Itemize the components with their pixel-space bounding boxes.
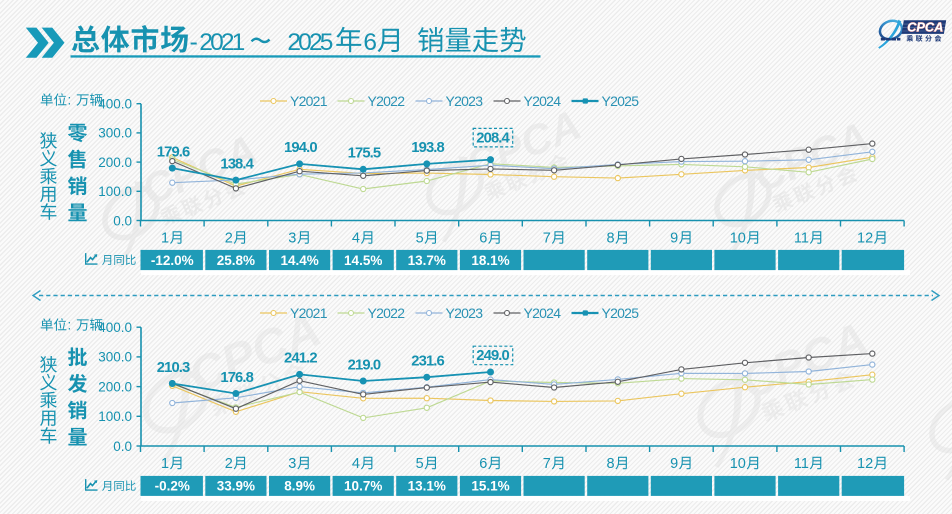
svg-text:1: 1 bbox=[161, 231, 169, 247]
svg-text::: : bbox=[68, 93, 72, 108]
svg-text:4: 4 bbox=[352, 456, 360, 472]
svg-text:175.5: 175.5 bbox=[348, 146, 382, 162]
svg-text:210.3: 210.3 bbox=[157, 360, 191, 376]
svg-text:7: 7 bbox=[543, 456, 551, 472]
svg-text:Y2022: Y2022 bbox=[368, 93, 406, 109]
svg-text:5: 5 bbox=[416, 231, 424, 247]
svg-text:8.9%: 8.9% bbox=[284, 479, 315, 494]
svg-text:193.8: 193.8 bbox=[411, 140, 445, 156]
svg-text:3: 3 bbox=[288, 456, 296, 472]
svg-text:11: 11 bbox=[794, 456, 809, 472]
svg-text:300.0: 300.0 bbox=[98, 350, 132, 365]
svg-text:10: 10 bbox=[730, 456, 746, 472]
svg-text:0.0: 0.0 bbox=[113, 213, 132, 228]
svg-text::: : bbox=[68, 318, 72, 333]
svg-text:Y2024: Y2024 bbox=[524, 305, 562, 321]
svg-text:8: 8 bbox=[607, 231, 615, 247]
svg-text:176.8: 176.8 bbox=[220, 370, 254, 386]
svg-text:400.0: 400.0 bbox=[98, 97, 132, 112]
svg-text:2021: 2021 bbox=[199, 29, 245, 56]
svg-text:2: 2 bbox=[225, 231, 233, 247]
svg-text:Y2022: Y2022 bbox=[368, 305, 406, 321]
svg-text:138.4: 138.4 bbox=[220, 156, 254, 172]
svg-text:12: 12 bbox=[857, 231, 873, 247]
svg-text:18.1%: 18.1% bbox=[471, 253, 509, 268]
svg-text:Y2023: Y2023 bbox=[446, 93, 484, 109]
svg-text:0.0: 0.0 bbox=[113, 439, 132, 454]
svg-text:9: 9 bbox=[670, 231, 678, 247]
svg-text:-0.2%: -0.2% bbox=[155, 479, 190, 494]
svg-text:25.8%: 25.8% bbox=[217, 253, 255, 268]
svg-text:2: 2 bbox=[225, 456, 233, 472]
svg-text:Y2025: Y2025 bbox=[602, 305, 640, 321]
svg-text:400.0: 400.0 bbox=[98, 320, 132, 335]
svg-text:100.0: 100.0 bbox=[98, 409, 132, 424]
svg-text:208.4: 208.4 bbox=[476, 130, 510, 146]
svg-text:10: 10 bbox=[730, 231, 746, 247]
svg-text:CPCA: CPCA bbox=[734, 312, 875, 409]
svg-text:Y2021: Y2021 bbox=[290, 93, 328, 109]
svg-text:200.0: 200.0 bbox=[98, 155, 132, 170]
svg-text:Y2024: Y2024 bbox=[524, 93, 562, 109]
svg-text:8: 8 bbox=[607, 456, 615, 472]
svg-text:33.9%: 33.9% bbox=[217, 479, 255, 494]
svg-text:200.0: 200.0 bbox=[98, 379, 132, 394]
svg-text:4: 4 bbox=[352, 231, 360, 247]
svg-text:5: 5 bbox=[416, 456, 424, 472]
svg-text:100.0: 100.0 bbox=[98, 184, 132, 199]
svg-text:249.0: 249.0 bbox=[476, 348, 510, 364]
svg-text:13.1%: 13.1% bbox=[408, 479, 446, 494]
svg-text:231.6: 231.6 bbox=[411, 354, 445, 370]
svg-text:6: 6 bbox=[479, 456, 487, 472]
svg-text:Y2023: Y2023 bbox=[446, 305, 484, 321]
svg-text:6: 6 bbox=[363, 29, 377, 56]
svg-text:-12.0%: -12.0% bbox=[151, 253, 194, 268]
svg-text:CPCA: CPCA bbox=[907, 20, 943, 35]
svg-text:14.4%: 14.4% bbox=[280, 253, 318, 268]
svg-text:9: 9 bbox=[670, 456, 678, 472]
svg-text:14.5%: 14.5% bbox=[344, 253, 382, 268]
svg-text:11: 11 bbox=[794, 231, 809, 247]
svg-text:219.0: 219.0 bbox=[348, 357, 382, 373]
svg-text:12: 12 bbox=[857, 456, 873, 472]
svg-text:300.0: 300.0 bbox=[98, 126, 132, 141]
svg-text:10.7%: 10.7% bbox=[344, 479, 382, 494]
svg-text:Y2025: Y2025 bbox=[602, 93, 640, 109]
svg-text:194.0: 194.0 bbox=[284, 140, 318, 156]
svg-text:13.7%: 13.7% bbox=[408, 253, 446, 268]
svg-text:3: 3 bbox=[288, 231, 296, 247]
svg-text:7: 7 bbox=[543, 231, 551, 247]
svg-text:241.2: 241.2 bbox=[284, 351, 318, 367]
svg-text:1: 1 bbox=[161, 456, 169, 472]
svg-text:15.1%: 15.1% bbox=[471, 479, 509, 494]
svg-text:179.6: 179.6 bbox=[157, 144, 191, 160]
svg-text:6: 6 bbox=[479, 231, 487, 247]
svg-text:Y2021: Y2021 bbox=[290, 305, 328, 321]
svg-text:CPCA: CPCA bbox=[747, 113, 875, 201]
svg-text:2025: 2025 bbox=[287, 29, 333, 56]
svg-text:-: - bbox=[190, 28, 198, 56]
